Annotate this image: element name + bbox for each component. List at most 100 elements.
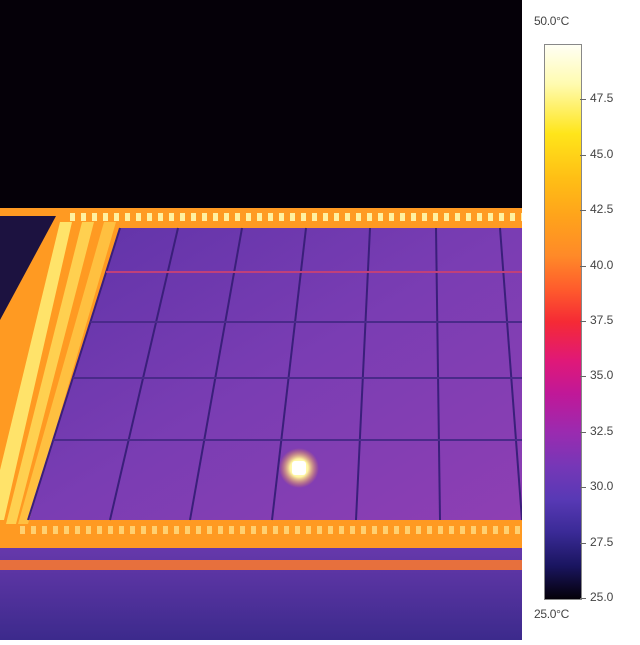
frame-dot [42,526,47,534]
frame-dot [400,213,405,221]
frame-dot [64,526,69,534]
scale-tick-label: 42.5 [590,202,614,217]
frame-dot [510,213,515,221]
hot-spot [292,461,306,475]
frame-dot [20,526,25,534]
frame-dot [163,526,168,534]
temperature-scale-panel: 50.0°C 47.5 45.0 42.5 40.0 37.5 35.0 32.5 30.0 2… [522,0,640,640]
scale-tick-label: 30.0 [590,479,614,494]
frame-dot [350,526,355,534]
frame-dot [273,526,278,534]
frame-dot [125,213,130,221]
frame-dot [114,213,119,221]
frame-dot [284,526,289,534]
frame-dot [411,213,416,221]
scale-tick [580,431,586,433]
frame-dot [191,213,196,221]
frame-dot [202,213,207,221]
frame-dot [323,213,328,221]
frame-dot [427,526,432,534]
frame-dot [356,213,361,221]
frame-dot [141,526,146,534]
scale-tick [580,210,586,212]
roof-surface [0,540,522,640]
scale-tick-label: 37.5 [590,313,614,327]
frame-dot [466,213,471,221]
frame-dots [20,213,526,534]
frame-dot [290,213,295,221]
frame-dot [31,526,36,534]
frame-dot [92,213,97,221]
scale-tick-label: 32.5 [590,423,614,438]
panel-cell-grid [27,227,523,521]
scale-tick [580,487,586,489]
frame-dot [246,213,251,221]
frame-dot [53,526,58,534]
frame-dot [499,213,504,221]
frame-dot [482,526,487,534]
scale-tick-label: 45.0 [590,146,614,161]
solar-panel-thermal-scene [0,208,526,640]
frame-dot [422,213,427,221]
scale-min-label: 25.0°C [534,607,570,621]
frame-dot [493,526,498,534]
frame-dot [504,526,509,534]
scale-tick [580,376,586,378]
frame-dot [240,526,245,534]
frame-dot [147,213,152,221]
frame-dot [224,213,229,221]
frame-dot [345,213,350,221]
frame-dot [81,213,86,221]
frame-dot [405,526,410,534]
scale-tick-label: 25.0 [590,590,614,604]
frame-dot [268,213,273,221]
frame-dot [169,213,174,221]
frame-dot [136,213,141,221]
frame-dot [389,213,394,221]
frame-dot [108,526,113,534]
scale-tick [580,99,586,101]
frame-dot [460,526,465,534]
cell-divider-vertical [109,227,179,521]
frame-dot [394,526,399,534]
cell-divider-vertical [499,227,523,521]
frame-dot [488,213,493,221]
frame-dot [317,526,322,534]
frame-dot [218,526,223,534]
frame-dot [361,526,366,534]
frame-dot [213,213,218,221]
roof-hot-strip [0,560,522,570]
scale-tick [580,542,586,544]
left-module-dark [0,216,56,320]
frame-dot [328,526,333,534]
frame-dot [334,213,339,221]
frame-dot [279,213,284,221]
frame-dot [251,526,256,534]
scale-tick-label: 40.0 [590,257,614,272]
frame-dot [103,213,108,221]
frame-dot [262,526,267,534]
frame-dot [367,213,372,221]
cell-divider-vertical [189,227,243,521]
frame-dot [477,213,482,221]
frame-dot [339,526,344,534]
left-hot-stripe-1 [0,222,72,520]
left-hot-stripe-2 [6,222,94,524]
frame-dot [306,526,311,534]
frame-dot [438,526,443,534]
frame-dot [75,526,80,534]
frame-dot [383,526,388,534]
frame-dot [229,526,234,534]
scale-tick-label: 27.5 [590,534,614,549]
frame-dot [378,213,383,221]
frame-dot [158,213,163,221]
frame-dot [433,213,438,221]
color-scale-bar [544,44,582,600]
frame-dot [449,526,454,534]
frame-dot [515,526,520,534]
cell-divider-vertical [355,227,371,521]
cell-divider-vertical [271,227,307,521]
cell-divider-vertical [27,227,121,521]
scale-tick [580,265,586,267]
scale-tick [580,321,586,322]
